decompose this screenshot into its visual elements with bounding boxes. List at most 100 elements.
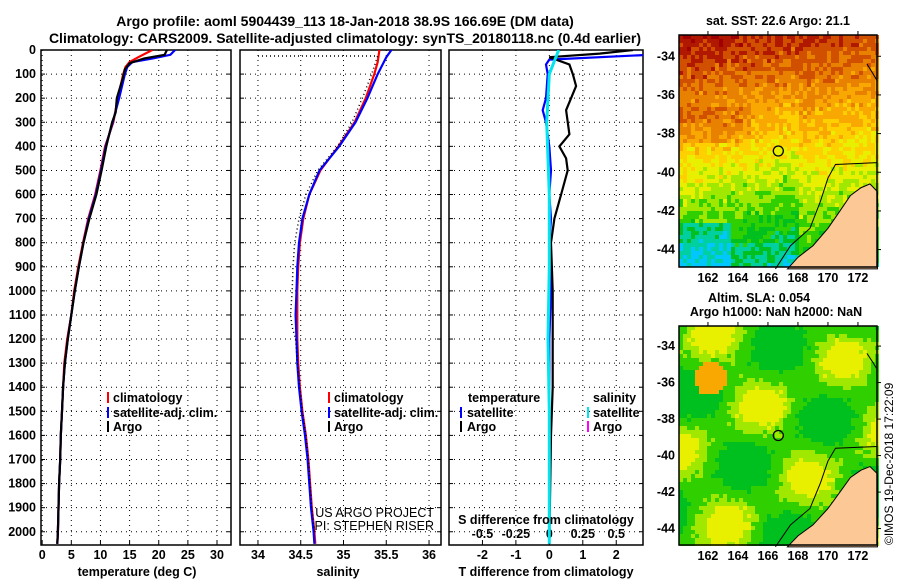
map-pixel [847, 175, 851, 179]
map-pixel [859, 119, 863, 123]
map-pixel [683, 127, 687, 131]
map-pixel [767, 147, 771, 151]
map-pixel [683, 183, 687, 187]
map-pixel [739, 418, 743, 422]
map-pixel [743, 39, 747, 43]
map-pixel [743, 374, 747, 378]
map-pixel [759, 123, 763, 127]
map-pixel [871, 91, 875, 95]
map-pixel [731, 103, 735, 107]
map-pixel [807, 51, 811, 55]
map-pixel [703, 99, 707, 103]
map-pixel [703, 334, 707, 338]
map-pixel [731, 175, 735, 179]
map-pixel [803, 422, 807, 426]
map-pixel [827, 63, 831, 67]
map-pixel [831, 386, 835, 390]
x-tick-label: -1 [510, 548, 521, 562]
map-pixel [807, 91, 811, 95]
map-pixel [843, 422, 847, 426]
map-pixel [683, 175, 687, 179]
map-pixel [799, 247, 803, 251]
map-pixel [727, 243, 731, 247]
map-pixel [791, 382, 795, 386]
map-pixel [823, 43, 827, 47]
map-pixel [767, 255, 771, 259]
map-pixel [783, 386, 787, 390]
map-pixel [727, 354, 731, 358]
map-pixel [831, 430, 835, 434]
map-pixel [863, 334, 867, 338]
map-pixel [759, 462, 763, 466]
map-pixel [707, 398, 711, 402]
map-pixel [735, 394, 739, 398]
map-pixel [687, 63, 691, 67]
map-pixel [683, 79, 687, 83]
map-pixel [831, 402, 835, 406]
map-pixel [827, 191, 831, 195]
map-pixel [715, 442, 719, 446]
map-pixel [783, 426, 787, 430]
map-pixel [851, 39, 855, 43]
map-pixel [715, 334, 719, 338]
map-pixel [743, 199, 747, 203]
map-pixel [747, 131, 751, 135]
temperature-panel: 0100200300400500600700800900100011001200… [8, 43, 232, 562]
map-pixel [723, 195, 727, 199]
map-pixel [727, 87, 731, 91]
map-pixel [771, 223, 775, 227]
map-pixel [687, 386, 691, 390]
map-pixel [811, 191, 815, 195]
map-pixel [783, 374, 787, 378]
map-pixel [735, 183, 739, 187]
map-pixel [843, 119, 847, 123]
map-pixel [827, 183, 831, 187]
map-pixel [743, 263, 747, 267]
map-pixel [787, 382, 791, 386]
map-pixel [759, 354, 763, 358]
map-pixel [839, 195, 843, 199]
map-pixel [727, 410, 731, 414]
map-pixel [751, 175, 755, 179]
map-pixel [751, 147, 755, 151]
map-pixel [719, 342, 723, 346]
map-pixel [723, 370, 727, 374]
map-pixel [691, 83, 695, 87]
map-pixel [819, 223, 823, 227]
map-pixel [823, 135, 827, 139]
map-pixel [691, 63, 695, 67]
map-pixel [747, 51, 751, 55]
map-pixel [715, 143, 719, 147]
map-pixel [699, 235, 703, 239]
map-pixel [779, 123, 783, 127]
map-pixel [731, 95, 735, 99]
map-pixel [707, 370, 711, 374]
map-pixel [715, 163, 719, 167]
map-pixel [755, 330, 759, 334]
map-pixel [783, 195, 787, 199]
map-pixel [839, 370, 843, 374]
map-pixel [783, 454, 787, 458]
map-pixel [683, 251, 687, 255]
map-pixel [707, 115, 711, 119]
map-pixel [803, 358, 807, 362]
map-pixel [751, 123, 755, 127]
lon-tick-label: 172 [848, 271, 869, 285]
map-pixel [739, 75, 743, 79]
s-tick-label: 0.25 [571, 527, 595, 541]
map-pixel [815, 450, 819, 454]
map-pixel [803, 450, 807, 454]
map-pixel [735, 79, 739, 83]
map-pixel [867, 107, 871, 111]
y-tick-label: 1900 [8, 501, 36, 515]
map-pixel [731, 418, 735, 422]
map-pixel [719, 227, 723, 231]
map-pixel [707, 223, 711, 227]
map-pixel [719, 338, 723, 342]
map-pixel [851, 83, 855, 87]
map-pixel [691, 155, 695, 159]
map-pixel [843, 426, 847, 430]
map-pixel [767, 422, 771, 426]
map-pixel [771, 51, 775, 55]
map-pixel [803, 338, 807, 342]
